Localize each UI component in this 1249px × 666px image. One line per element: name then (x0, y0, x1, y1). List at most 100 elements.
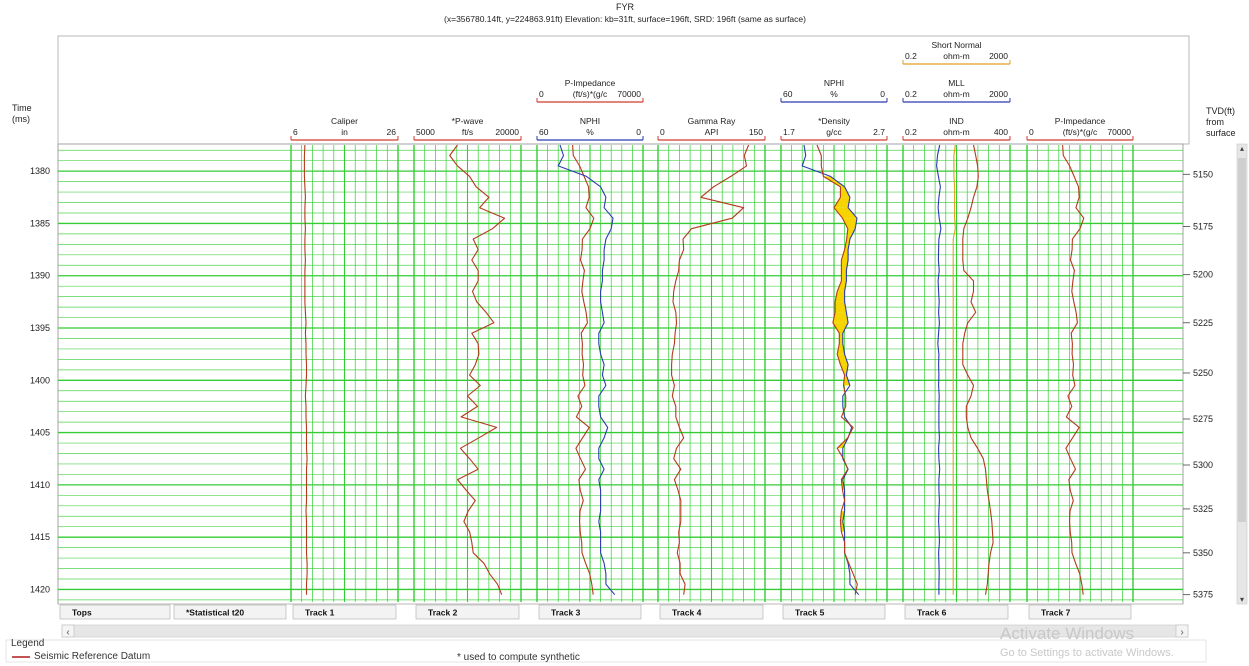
scroll-right-icon[interactable]: › (1180, 627, 1183, 638)
header-min-label: 1.7 (783, 127, 795, 137)
crossover-fill (840, 364, 849, 376)
left-tick-label: 1390 (30, 271, 50, 281)
header-unit-label: ohm-m (943, 127, 969, 137)
right-tick-label: 5150 (1193, 169, 1213, 179)
track-footer-label: Track 1 (305, 608, 335, 618)
scroll-left-icon[interactable]: ‹ (66, 627, 69, 638)
right-tick-label: 5225 (1193, 318, 1213, 328)
left-tick-label: 1385 (30, 218, 50, 228)
header-max-label: 150 (749, 127, 763, 137)
legend-title: Legend (11, 638, 45, 649)
right-tick-label: 5250 (1193, 368, 1213, 378)
header-min-label: 60 (783, 89, 793, 99)
crossover-fill (841, 249, 849, 261)
curve-track-3-nphi (557, 144, 616, 596)
crossover-fill (823, 176, 845, 187)
scroll-left-button[interactable] (61, 624, 75, 638)
header-curve-name: Gamma Ray (688, 116, 736, 126)
scroll-up-icon[interactable]: ▴ (1240, 144, 1244, 153)
scroll-down-icon[interactable]: ▾ (1240, 595, 1244, 604)
right-tick-label: 5350 (1193, 548, 1213, 558)
crossover-fill (843, 375, 850, 386)
header-curve-name: MLL (948, 78, 965, 88)
crossover-fill (840, 186, 850, 198)
track-footer-label: Track 2 (428, 608, 458, 618)
track-footer-box (782, 604, 886, 620)
curve-track-6-short-normal (952, 144, 956, 595)
right-tick-label: 5275 (1193, 414, 1213, 424)
right-tick-label: 5300 (1193, 460, 1213, 470)
curve-track-7-p-impedance (1062, 144, 1085, 595)
header-curve-name: *Density (818, 116, 850, 126)
header-max-label: 400 (994, 127, 1008, 137)
header-max-label: 2.7 (873, 127, 885, 137)
header-curve-name: P-Impedance (1055, 116, 1106, 126)
header-unit-label: API (705, 127, 719, 137)
header-unit-label: ohm-m (943, 89, 969, 99)
curve-track-5--density (816, 144, 858, 595)
header-max-label: 2000 (989, 89, 1008, 99)
track-footer-box (659, 604, 764, 620)
right-tick-label: 5200 (1193, 270, 1213, 280)
header-max-label: 70000 (617, 89, 641, 99)
right-axis-label-3: surface (1206, 128, 1236, 138)
crossover-fill (841, 270, 847, 281)
scroll-right-button[interactable] (1175, 624, 1189, 638)
crossover-fill (834, 197, 850, 208)
left-tick-label: 1405 (30, 428, 50, 438)
legend-box (5, 639, 1207, 663)
curve-track-3-p-impedance (572, 144, 595, 595)
track-footer-label: Track 6 (917, 608, 947, 618)
right-axis-label-2: from (1206, 117, 1224, 127)
curve-track-5-nphi (801, 144, 860, 596)
header-max-label: 2000 (989, 51, 1008, 61)
track-footer-box (538, 604, 642, 620)
left-axis-label: Time (12, 103, 32, 113)
header-min-label: 0 (660, 127, 665, 137)
left-tick-label: 1380 (30, 166, 50, 176)
crossover-fill (835, 291, 845, 302)
header-min-label: 0.2 (905, 51, 917, 61)
left-tick-label: 1395 (30, 323, 50, 333)
header-max-label: 0 (880, 89, 885, 99)
header-min-label: 0 (1029, 127, 1034, 137)
crossover-fill (835, 301, 847, 313)
header-unit-label: ohm-m (943, 51, 969, 61)
right-tick-label: 5175 (1193, 222, 1213, 232)
track-footer-label: Tops (72, 608, 92, 618)
header-max-label: 26 (387, 127, 397, 137)
header-min-label: 0.2 (905, 89, 917, 99)
header-unit-label: (ft/s)*(g/c (1063, 127, 1098, 137)
header-max-label: 20000 (495, 127, 519, 137)
header-curve-name: NPHI (824, 78, 844, 88)
header-curve-name: Caliper (331, 116, 358, 126)
curve-track-2--p-wave (449, 144, 506, 595)
synthetic-note: * used to compute synthetic (457, 652, 580, 663)
crossover-fill (832, 322, 849, 334)
vertical-scroll-thumb[interactable] (1238, 158, 1246, 522)
chart-subtitle: (x=356780.14ft, y=224863.91ft) Elevation… (444, 14, 806, 24)
header-unit-label: in (341, 127, 348, 137)
header-min-label: 60 (539, 127, 549, 137)
curve-track-6-ind (962, 144, 994, 595)
track-footer-label: *Statistical t20 (186, 608, 244, 618)
left-tick-label: 1420 (30, 584, 50, 594)
left-tick-label: 1410 (30, 480, 50, 490)
legend-item-label: Seismic Reference Datum (34, 651, 151, 662)
track-footer-box (292, 604, 397, 620)
crossover-fill (842, 218, 857, 229)
left-axis-unit: (ms) (12, 114, 30, 124)
crossover-fill (837, 280, 847, 292)
chart-title: FYR (616, 2, 635, 12)
header-unit-label: % (586, 127, 594, 137)
right-tick-label: 5325 (1193, 504, 1213, 514)
header-max-label: 70000 (1107, 127, 1131, 137)
crossover-fill (839, 333, 843, 344)
track-footer-box (59, 604, 171, 620)
left-tick-label: 1400 (30, 375, 50, 385)
header-curve-name: Short Normal (931, 40, 981, 50)
header-max-label: 0 (636, 127, 641, 137)
curve-track-4-gamma-ray (671, 144, 750, 595)
header-unit-label: ft/s (462, 127, 473, 137)
crossover-fill (834, 207, 857, 219)
